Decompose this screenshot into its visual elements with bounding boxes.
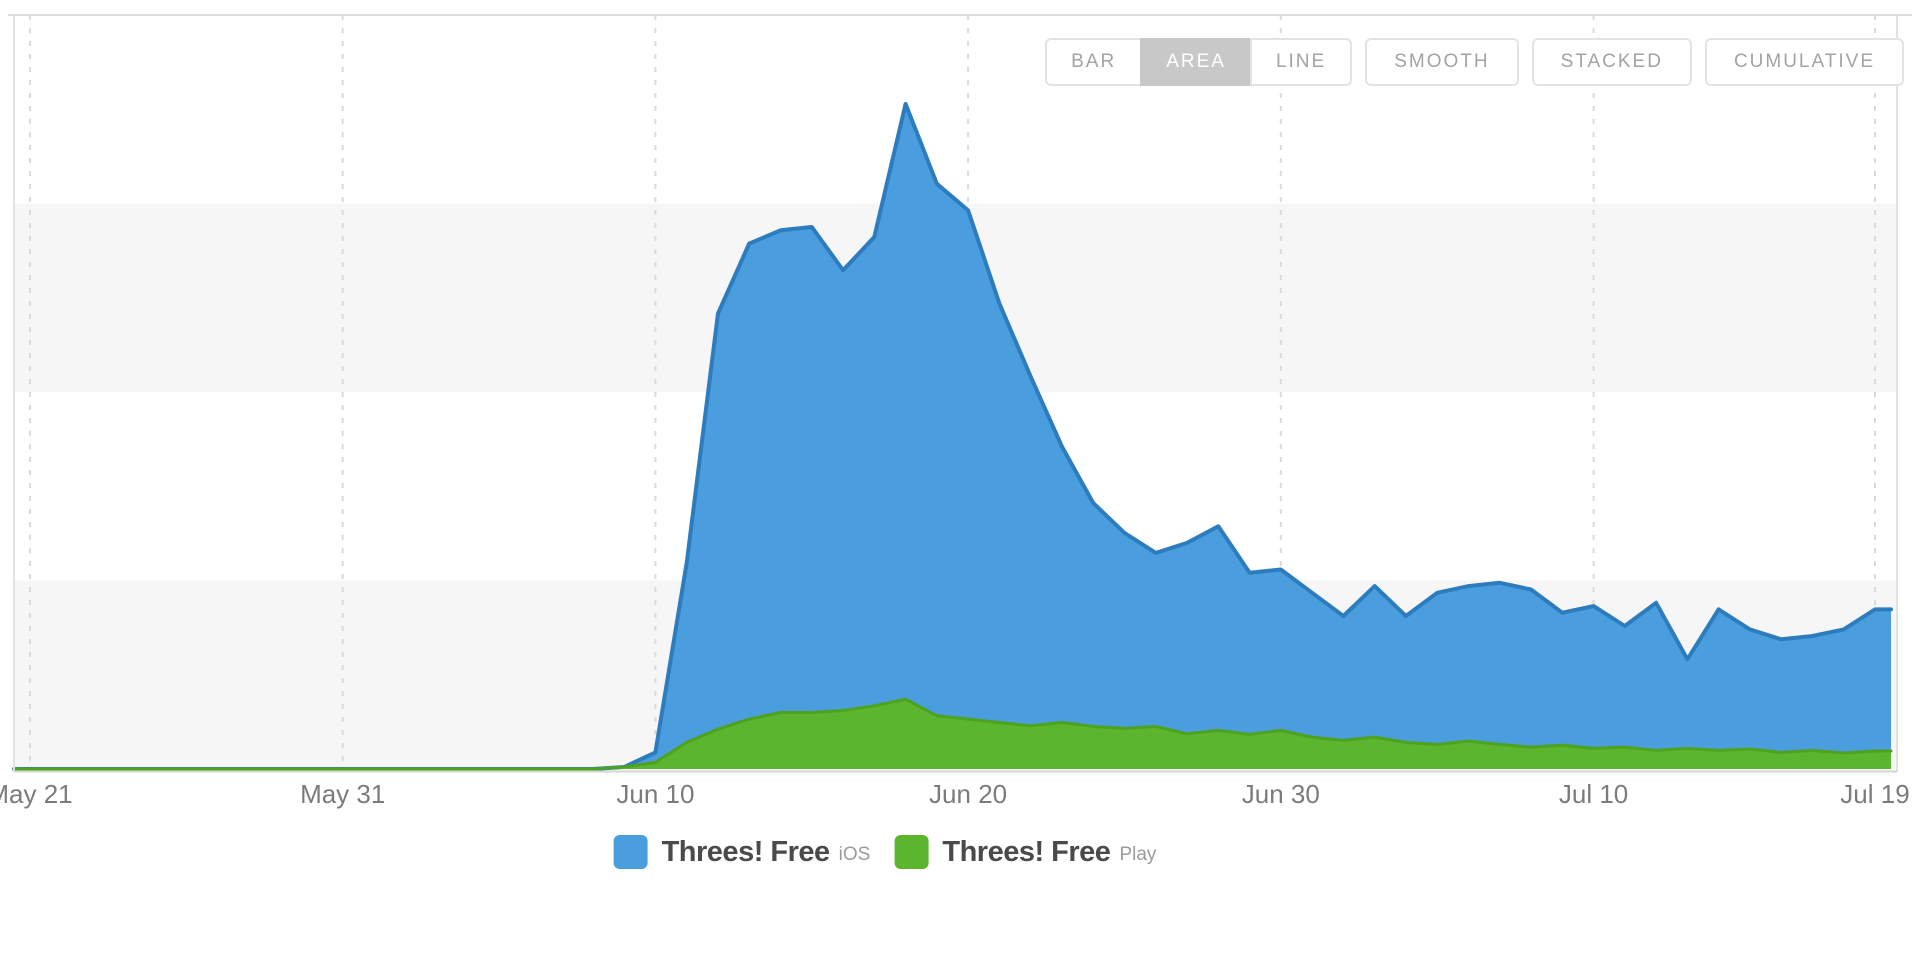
ios-platform-label: iOS	[838, 844, 871, 865]
x-tick-label: Jun 30	[1242, 779, 1320, 809]
x-tick-label: May 21	[0, 779, 73, 809]
ios-series-swatch	[613, 835, 648, 869]
cumulative-toggle-button[interactable]: CUMULATIVE	[1704, 38, 1904, 86]
play-series-label: Threes! Free	[942, 835, 1111, 868]
bar-chart-button[interactable]: BAR	[1045, 38, 1141, 86]
x-tick-label: Jul 19	[1840, 779, 1909, 809]
x-tick-label: Jun 20	[929, 779, 1007, 809]
chart-legend: Threes! Free iOS Threes! Free Play	[613, 835, 1156, 869]
ios-series-label: Threes! Free	[661, 835, 831, 868]
smooth-toggle-button[interactable]: SMOOTH	[1365, 38, 1519, 86]
line-chart-button[interactable]: LINE	[1249, 38, 1353, 86]
legend-item-ios[interactable]: Threes! Free iOS	[613, 835, 871, 869]
stacked-toggle-button[interactable]: STACKED	[1531, 38, 1692, 86]
x-tick-label: May 31	[300, 779, 385, 809]
ios-area-fill	[14, 104, 1891, 769]
x-tick-label: Jun 10	[616, 779, 694, 809]
area-chart: May 21 May 31 Jun 10 Jun 20 Jun 30 Jul 10 Jul …	[0, 14, 1912, 809]
area-chart-button[interactable]: AREA	[1140, 38, 1250, 86]
play-series-swatch	[894, 835, 929, 869]
chart-type-button-group: BAR AREA LINE	[1045, 38, 1353, 86]
x-tick-label: Jul 10	[1559, 779, 1628, 809]
legend-item-play[interactable]: Threes! Free Play	[894, 835, 1156, 869]
play-platform-label: Play	[1119, 844, 1157, 865]
play-area-line	[12, 697, 1893, 771]
play-area-fill	[14, 699, 1891, 769]
chart-type-toolbar: BAR AREA LINE SMOOTH STACKED CUMULATIVE	[1045, 38, 1904, 86]
